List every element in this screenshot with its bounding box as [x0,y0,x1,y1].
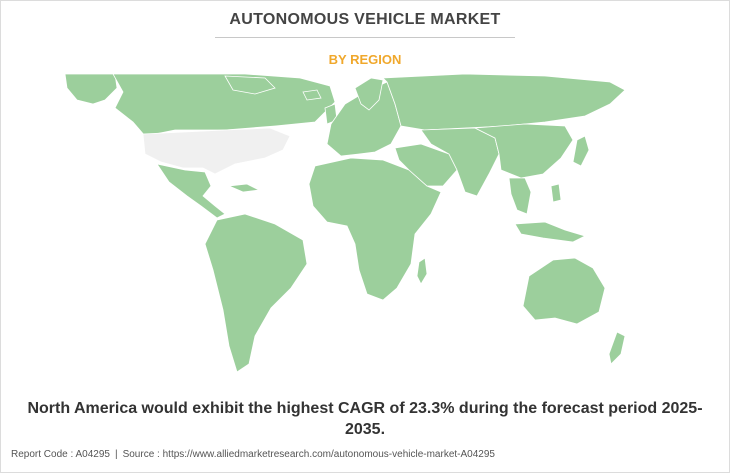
region-philippines [550,183,562,203]
report-code: Report Code : A04295 [11,449,110,460]
region-middle-east [394,143,458,187]
region-new-zealand [608,331,626,365]
region-iceland [302,89,322,101]
region-greenland [65,74,118,105]
title-divider [215,37,515,38]
region-russia [382,74,626,131]
region-australia [522,257,606,325]
region-south-america [204,213,308,373]
region-mexico [156,163,226,219]
region-scandinavia [354,77,384,111]
footer-separator: | [114,449,118,460]
headline-text: North America would exhibit the highest … [27,400,703,438]
region-southeast-asia [508,177,532,215]
region-japan [572,135,590,167]
page-title: AUTONOMOUS VEHICLE MARKET [229,11,501,28]
region-madagascar [416,257,428,285]
region-usa [142,127,291,175]
region-caribbean [227,183,261,193]
report-source: Source : https://www.alliedmarketresearc… [122,449,495,460]
region-east-asia [473,123,574,179]
region-arctic-islands [224,75,276,95]
page-subtitle: BY REGION [328,52,402,67]
report-footer: Report Code : A04295 | Source : https://ww… [11,449,495,460]
world-map [65,74,630,374]
region-canada [112,74,336,137]
region-indonesia [514,221,587,243]
